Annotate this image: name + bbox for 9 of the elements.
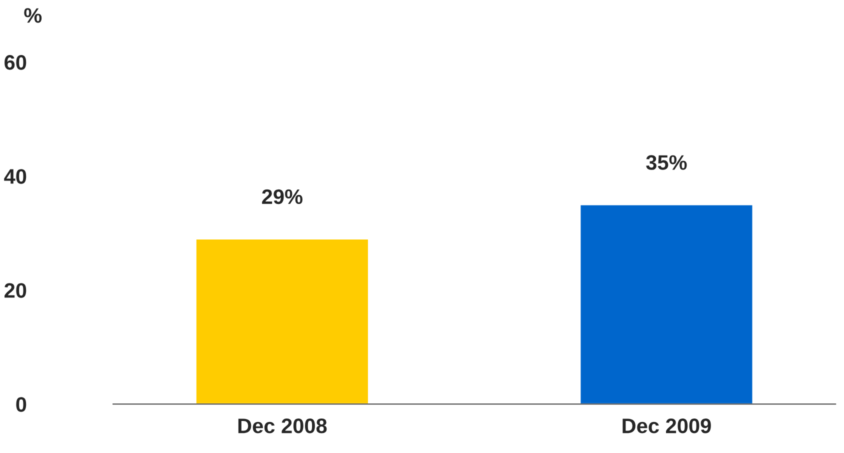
x-tick-label: Dec 2008 (238, 418, 327, 434)
y-tick-label: 20 (4, 283, 26, 298)
y-tick-label: 60 (4, 55, 26, 70)
y-tick-label: 0 (16, 397, 26, 412)
y-tick-label: 40 (4, 169, 26, 184)
data-label: 29% (262, 189, 302, 204)
data-label: 35% (646, 155, 687, 170)
y-axis-title: % (24, 8, 42, 23)
x-tick-label: Dec 2009 (622, 418, 711, 434)
